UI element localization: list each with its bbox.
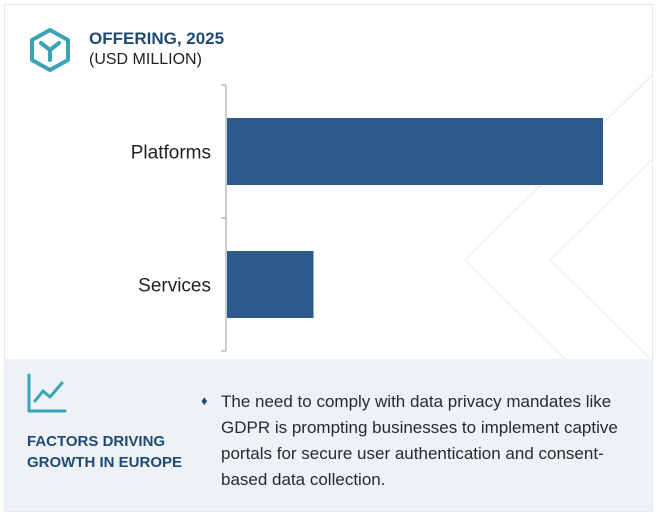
category-label-platforms: Platforms (131, 143, 211, 164)
chart-card: OFFERING, 2025 (USD MILLION) Platforms Se… (4, 4, 653, 512)
factors-heading: FACTORS DRIVING GROWTH IN EUROPE (27, 433, 183, 471)
hexagon-y-logo-icon (30, 28, 70, 72)
bar-chart: Platforms Services (131, 84, 603, 352)
bar-services (227, 251, 314, 318)
chart-title: OFFERING, 2025 (89, 29, 225, 48)
factors-text: The need to comply with data privacy man… (221, 392, 618, 489)
category-label-services: Services (138, 276, 211, 297)
diamond-bullet-icon: ♦ (201, 393, 208, 408)
chart-subtitle: (USD MILLION) (89, 51, 202, 68)
bar-platforms (227, 118, 603, 185)
factors-panel: FACTORS DRIVING GROWTH IN EUROPE ♦ The n… (5, 359, 652, 511)
trend-chart-icon (27, 373, 67, 413)
